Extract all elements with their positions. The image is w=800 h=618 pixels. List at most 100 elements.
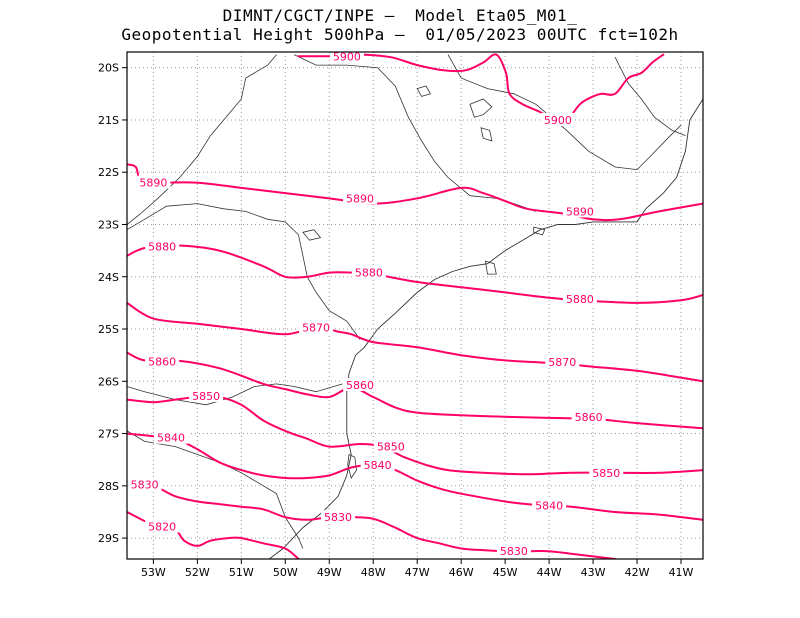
contour-label: 5890	[346, 192, 374, 205]
y-tick-label: 21S	[98, 114, 119, 127]
contour-label-bg	[299, 320, 334, 334]
contour-line-5860	[127, 351, 703, 430]
contour-label-bg	[145, 239, 180, 253]
contour-label: 5860	[575, 411, 603, 424]
geography-layer	[127, 54, 703, 559]
contour-label-bg	[343, 191, 378, 205]
contour-line-5850	[127, 395, 703, 476]
x-tick-label: 52W	[185, 566, 210, 579]
y-tick-label: 26S	[98, 375, 119, 388]
contour-label: 5820	[148, 521, 176, 534]
y-tick-label: 23S	[98, 218, 119, 231]
contour-label: 5870	[548, 356, 576, 369]
state-border	[447, 54, 682, 171]
contour-line-5820	[127, 511, 300, 559]
contour-line-5890	[127, 163, 703, 222]
x-tick-label: 47W	[405, 566, 430, 579]
contour-label: 5850	[192, 390, 220, 403]
axis-ticks: 53W 52W 51W 50W 49W 48W 47W 46W 45W 44W 43W 42W 41W 2…	[98, 62, 694, 579]
contour-label: 5870	[302, 321, 330, 334]
contour-label: 5900	[544, 114, 572, 127]
contour-label: 5840	[535, 500, 563, 513]
contour-label: 5830	[500, 545, 528, 558]
island-outline	[533, 226, 546, 236]
contour-label-bg	[145, 354, 180, 368]
state-border	[127, 430, 304, 549]
contour-label-bg	[545, 354, 580, 368]
contour-label-bg	[321, 510, 356, 524]
contour-label: 5860	[346, 379, 374, 392]
x-tick-label: 42W	[625, 566, 650, 579]
x-tick-label: 41W	[669, 566, 694, 579]
lake-outline	[469, 98, 493, 118]
contour-label-bg	[496, 544, 531, 558]
state-border	[293, 54, 537, 212]
y-tick-label: 29S	[98, 532, 119, 545]
chart-title-line1: DIMNT/CGCT/INPE – Model Eta05_M01_	[222, 6, 578, 25]
contour-label-bg	[189, 388, 224, 402]
contour-label-bg	[136, 175, 171, 189]
chart-title-line2: Geopotential Height 500hPa – 01/05/2023 …	[121, 25, 679, 44]
contour-label-bg	[571, 409, 606, 423]
island-outline	[347, 453, 357, 479]
contour-label: 5860	[148, 355, 176, 368]
contour-label-bg	[329, 49, 364, 63]
y-tick-label: 28S	[98, 480, 119, 493]
contour-label-bg	[153, 430, 188, 444]
state-border	[127, 203, 361, 340]
x-tick-label: 49W	[317, 566, 342, 579]
x-tick-label: 45W	[493, 566, 518, 579]
contour-label: 5830	[324, 511, 352, 524]
contour-label: 5850	[377, 441, 405, 454]
contour-label-bg	[373, 439, 408, 453]
contour-label: 5890	[139, 177, 167, 190]
lake-outline	[302, 229, 322, 241]
lake-outline	[416, 85, 431, 97]
contour-label: 5880	[148, 240, 176, 253]
contour-line-5870	[127, 301, 703, 383]
coastline	[268, 98, 703, 559]
grid-lines	[127, 52, 703, 559]
x-tick-label: 51W	[229, 566, 254, 579]
x-tick-label: 48W	[361, 566, 386, 579]
contour-label-bg	[343, 377, 378, 391]
plot-frame	[126, 51, 704, 560]
contour-line-5900	[565, 53, 665, 124]
x-tick-label: 44W	[537, 566, 562, 579]
contour-label-layer: 5900 5900 5890 5890 5890 5880 5880 5880 5870 5870…	[127, 49, 624, 558]
island-outline	[484, 260, 497, 275]
y-tick-label: 22S	[98, 166, 119, 179]
contour-label: 5900	[333, 51, 361, 64]
contour-label: 5850	[592, 467, 620, 480]
x-tick-label: 53W	[141, 566, 166, 579]
x-tick-label: 43W	[581, 566, 606, 579]
y-tick-label: 24S	[98, 271, 119, 284]
state-border	[127, 383, 343, 406]
state-border	[127, 54, 277, 225]
contour-label-bg	[562, 292, 597, 306]
contour-label: 5880	[566, 293, 594, 306]
state-border	[614, 57, 686, 136]
contour-label-bg	[351, 265, 386, 279]
contour-label-bg	[360, 457, 395, 471]
contour-label: 5830	[131, 478, 159, 491]
y-tick-label: 20S	[98, 62, 119, 75]
y-tick-label: 25S	[98, 323, 119, 336]
x-tick-label: 46W	[449, 566, 474, 579]
x-tick-label: 50W	[273, 566, 298, 579]
contour-layer	[127, 53, 703, 559]
contour-label: 5880	[355, 267, 383, 280]
contour-label-bg	[532, 498, 567, 512]
contour-label-bg	[145, 519, 180, 533]
y-tick-label: 27S	[98, 428, 119, 441]
contour-line-5900	[297, 53, 551, 119]
contour-line-5830	[127, 479, 617, 559]
contour-label-bg	[589, 465, 624, 479]
contour-label-bg	[540, 112, 575, 126]
contour-label: 5890	[566, 205, 594, 218]
contour-label: 5840	[157, 432, 185, 445]
contour-label: 5840	[364, 459, 392, 472]
lake-outline	[480, 127, 493, 142]
contour-label-bg	[127, 477, 162, 491]
